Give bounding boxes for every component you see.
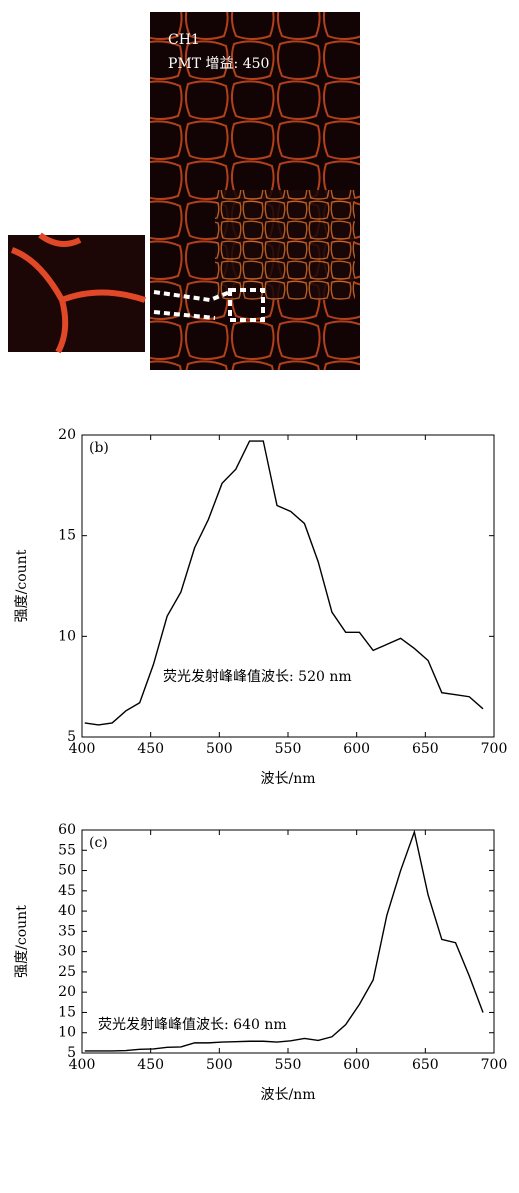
panel-label: (a) (469, 32, 488, 48)
channel-label: CH1 (168, 32, 200, 48)
y-tick-label: 20 (58, 427, 76, 443)
y-tick-label: 25 (58, 964, 76, 980)
x-tick-label: 650 (412, 741, 439, 757)
y-tick-label: 15 (58, 528, 76, 544)
annotation: 荧光发射峰峰值波长: 520 nm (163, 668, 352, 685)
panel-label: (b) (89, 440, 109, 456)
x-tick-label: 550 (275, 741, 302, 757)
y-axis-label: 强度/count (14, 549, 30, 622)
x-tick-label: 500 (206, 1057, 233, 1073)
x-tick-label: 700 (481, 1057, 508, 1073)
y-tick-label: 60 (58, 822, 76, 838)
x-tick-label: 600 (343, 1057, 370, 1073)
x-tick-label: 600 (343, 741, 370, 757)
y-tick-label: 30 (58, 944, 76, 960)
x-axis-label: 波长/nm (260, 1087, 315, 1103)
gain-label: PMT 增益: 450 (168, 56, 269, 72)
y-tick-label: 15 (58, 1004, 76, 1020)
y-tick-label: 5 (67, 729, 76, 745)
y-tick-label: 45 (58, 883, 76, 899)
y-tick-label: 55 (58, 842, 76, 858)
y-tick-label: 10 (58, 628, 76, 644)
y-tick-label: 10 (58, 1025, 76, 1041)
x-tick-label: 650 (412, 1057, 439, 1073)
y-tick-label: 50 (58, 863, 76, 879)
y-axis-label: 强度/count (14, 905, 30, 978)
annotation: 荧光发射峰峰值波长: 640 nm (98, 1016, 287, 1033)
y-tick-label: 5 (67, 1045, 76, 1061)
y-tick-label: 35 (58, 923, 76, 939)
x-axis-label: 波长/nm (260, 771, 315, 787)
x-tick-label: 550 (275, 1057, 302, 1073)
x-tick-label: 700 (481, 741, 508, 757)
y-tick-label: 20 (58, 984, 76, 1000)
panel-label: (c) (89, 835, 108, 851)
x-tick-label: 450 (137, 741, 164, 757)
micrograph: CH1 PMT 增益: 450 (a) 40 μm (8, 12, 488, 370)
x-tick-label: 500 (206, 741, 233, 757)
scale-bar-label: 40 μm (385, 342, 424, 356)
figure: CH1 PMT 增益: 450 (a) 40 μm 40045050055060… (0, 0, 519, 1193)
x-tick-label: 450 (137, 1057, 164, 1073)
y-tick-label: 40 (58, 903, 76, 919)
